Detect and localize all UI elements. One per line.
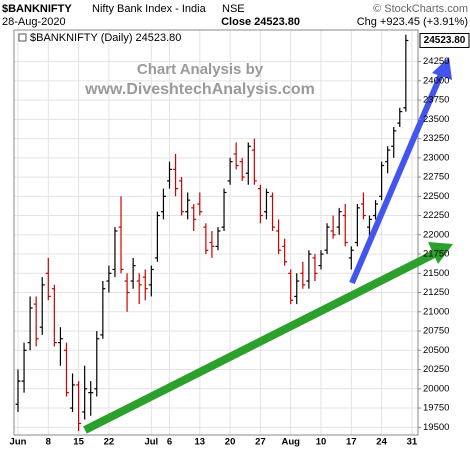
x-tick-label: 27 [255,437,266,448]
y-tick-label: 20000 [423,383,449,394]
x-tick-label: Jun [10,437,27,448]
y-tick-label: 22750 [423,172,449,183]
y-tick-label: 19750 [423,403,449,414]
plot-frame [13,29,419,436]
y-tick-label: 21500 [423,268,449,279]
y-tick-label: 22250 [423,210,449,221]
y-tick-label: 22000 [423,229,449,240]
arrow-shaft [83,248,440,434]
y-tick-label: 20250 [423,364,449,375]
x-tick-label: 15 [73,437,84,448]
y-tick-label: 21750 [423,249,449,260]
legend-swatch [18,33,27,42]
last-price-tag [419,32,470,48]
last-price-label: 24523.80 [424,35,466,46]
green-arrow [83,242,453,434]
y-tick-label: 23250 [423,133,449,144]
exchange: NSE [222,3,245,15]
change-text: Chg +923.45 (+3.91%) [357,16,468,28]
y-tick-label: 19500 [423,422,449,433]
x-tick-label: 31 [407,437,418,448]
x-tick-label: 17 [346,437,357,448]
arrow-head [428,242,453,264]
x-tick-label: 24 [376,437,387,448]
x-tick-label: 20 [225,437,236,448]
y-tick-label: 21250 [423,287,449,298]
x-tick-label: 22 [104,437,115,448]
close-text: Close 24523.80 [221,16,300,28]
y-tick-label: 23750 [423,95,449,106]
y-tick-label: 20500 [423,345,449,356]
x-tick-label: 13 [195,437,206,448]
source: © StockCharts.com [373,3,468,15]
symbol: $BANKNIFTY [2,3,72,15]
date: 28-Aug-2020 [2,16,66,28]
watermark: www.DiveshtechAnalysis.com [84,81,315,98]
y-tick-label: 23500 [423,114,449,125]
y-tick-label: 24000 [423,75,449,86]
x-tick-label: 10 [316,437,327,448]
x-tick-label: Jul [144,437,158,448]
watermark: Chart Analysis by [137,61,264,78]
y-tick-label: 22500 [423,191,449,202]
y-tick-label: 24250 [423,56,449,67]
x-tick-label: 8 [46,437,51,448]
arrow-shaft [349,70,445,285]
y-tick-label: 21000 [423,306,449,317]
y-tick-label: 20750 [423,326,449,337]
arrow-head [432,57,452,80]
legend: $BANKNIFTY (Daily) 24523.80 [30,32,181,44]
plot-area [14,30,418,435]
x-tick-label: 6 [167,437,172,448]
index-name: Nifty Bank Index - India [92,3,207,15]
x-tick-label: Aug [281,437,300,448]
blue-arrow [349,57,452,285]
y-tick-label: 23000 [423,152,449,163]
